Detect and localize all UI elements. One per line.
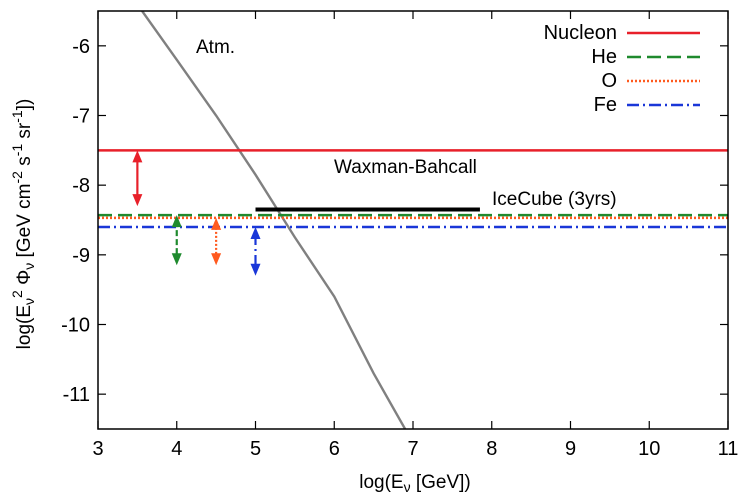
range-arrow-head-down	[211, 253, 222, 266]
x-tick-label: 3	[92, 438, 103, 460]
legend-label-nucleon: Nucleon	[544, 22, 617, 44]
o-range-arrow	[211, 217, 222, 266]
x-tick-label: 11	[718, 438, 739, 460]
x-axis-title: log(Eν [GeV])	[359, 472, 471, 495]
y-tick-label: -10	[61, 315, 90, 337]
waxman-bahcall-annotation: Waxman-Bahcall	[334, 157, 477, 178]
atmospheric-flux-line	[141, 11, 407, 429]
range-arrow-head-down	[171, 253, 182, 266]
atm-annotation: Atm.	[196, 37, 235, 58]
x-tick-label: 4	[171, 438, 182, 460]
icecube-annotation: IceCube (3yrs)	[492, 189, 617, 210]
fe-range-arrow	[250, 226, 261, 276]
y-tick-label: -11	[63, 384, 90, 406]
nucleon-range-arrow	[132, 150, 143, 207]
range-arrow-head-up	[211, 217, 222, 230]
y-tick-label: -9	[72, 245, 90, 267]
x-tick-label: 8	[486, 438, 497, 460]
legend-label-fe: Fe	[594, 94, 617, 116]
x-tick-label: 9	[565, 438, 576, 460]
range-arrow-head-down	[132, 194, 143, 207]
range-arrow-head-down	[250, 263, 261, 276]
y-tick-label: -8	[72, 175, 90, 197]
range-arrow-head-up	[171, 215, 182, 228]
x-tick-label: 10	[638, 438, 660, 460]
range-arrow-head-up	[132, 150, 143, 163]
legend: Nucleon He O Fe	[544, 22, 700, 116]
he-range-arrow	[171, 215, 182, 266]
legend-label-o: O	[601, 70, 617, 92]
x-tick-label: 5	[250, 438, 261, 460]
y-tick-label: -7	[72, 106, 90, 128]
legend-label-he: He	[591, 46, 617, 68]
x-tick-label: 7	[407, 438, 418, 460]
y-tick-label: -6	[72, 36, 90, 58]
y-axis-title: log(Eν2 Φν [GeV cm-2 s-1 sr-1])	[9, 99, 37, 350]
x-tick-label: 6	[329, 438, 340, 460]
plot-frame	[97, 10, 729, 430]
range-arrow-head-up	[250, 226, 261, 239]
